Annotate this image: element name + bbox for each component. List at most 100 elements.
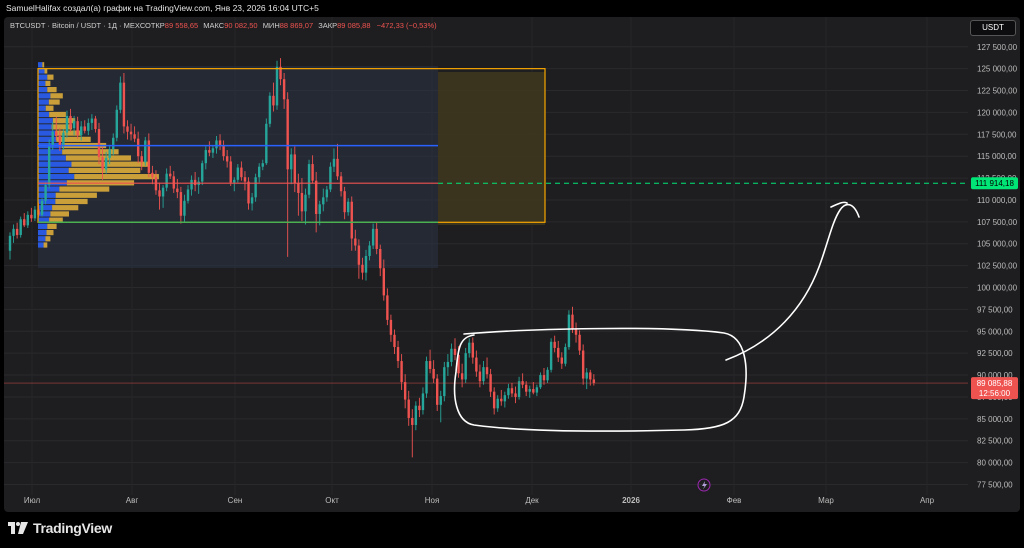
volume-profile-bar-up	[38, 205, 53, 211]
y-tick-label: 92 500,00	[977, 349, 1013, 358]
candle-body	[55, 131, 58, 137]
range-ellipse-drawing	[453, 327, 747, 432]
volume-profile-bar-down	[47, 223, 57, 229]
candle-body	[136, 138, 140, 157]
candle-body	[279, 66, 282, 80]
candle-body	[72, 121, 76, 129]
y-tick-label: 77 500,00	[977, 480, 1013, 489]
candle-body	[503, 395, 507, 402]
candle-body	[133, 134, 136, 139]
volume-profile-bar-down	[62, 149, 119, 155]
candle-body	[204, 150, 207, 164]
candle-body	[176, 188, 179, 193]
currency-button[interactable]: USDT	[970, 20, 1016, 36]
volume-profile-bar-down	[49, 217, 63, 223]
volume-profile-bar-down	[42, 62, 45, 68]
candle-body	[528, 389, 531, 392]
symbol-text: BTCUSDT · Bitcoin / USDT · 1Д · MEXC	[10, 21, 146, 30]
volume-profile-bar-down	[47, 87, 57, 93]
candle-body	[236, 167, 240, 180]
user-drawings	[453, 201, 860, 432]
volume-profile-bar-up	[38, 223, 48, 229]
candle-body	[436, 378, 439, 405]
candle-body	[122, 82, 126, 127]
candle-body	[393, 334, 396, 348]
candle-body	[229, 161, 232, 183]
y-tick-label: 105 000,00	[977, 240, 1018, 249]
candle-body	[243, 177, 247, 182]
candle-body	[179, 192, 183, 216]
candle-body	[347, 201, 350, 213]
candle-body	[322, 197, 325, 205]
candle-body	[439, 396, 442, 405]
volume-profile-bar-up	[38, 118, 53, 124]
candle-body	[432, 368, 435, 379]
candle-body	[389, 319, 393, 335]
candle-body	[510, 388, 514, 394]
candle-body	[364, 255, 368, 273]
y-tick-label: 110 000,00	[977, 196, 1017, 205]
tradingview-logo[interactable]: TradingView	[8, 520, 112, 536]
volume-profile-bar-up	[38, 124, 52, 130]
alert-icon[interactable]	[697, 478, 711, 492]
candle-body	[468, 342, 471, 354]
volume-profile-bar-down	[44, 68, 48, 74]
candle-body	[443, 367, 446, 397]
candle-body	[268, 95, 272, 124]
candle-body	[496, 398, 499, 409]
candle-body	[371, 228, 375, 246]
y-tick-label: 122 500,00	[977, 87, 1018, 96]
candle-body	[578, 334, 581, 351]
breakout-arrow-drawing	[725, 201, 860, 361]
chart-area[interactable]: 127 500,00 125 000,00 122 500,00 120 000,00…	[4, 17, 1020, 512]
y-tick-label: 80 000,00	[977, 459, 1013, 468]
candle-body	[482, 367, 485, 382]
candle-body	[485, 367, 489, 375]
price-chart[interactable]: 127 500,00 125 000,00 122 500,00 120 000,00…	[4, 17, 1020, 512]
candle-body	[507, 388, 510, 396]
candle-body	[101, 157, 104, 170]
candle-body	[286, 99, 289, 170]
candle-body	[40, 200, 44, 215]
candle-body	[240, 167, 243, 178]
candle-body	[297, 183, 300, 193]
volume-profile-bar-up	[38, 242, 44, 248]
volume-profile-bar-down	[51, 124, 73, 130]
candle-body	[332, 158, 336, 167]
volume-profile-bar-up	[38, 99, 49, 105]
candle-body	[350, 201, 353, 239]
candle-body	[62, 132, 65, 147]
candle-body	[457, 354, 460, 374]
y-tick-label: 107 500,00	[977, 218, 1018, 227]
volume-profile-bar-down	[56, 136, 91, 142]
candle-body	[265, 123, 268, 164]
candle-body	[525, 384, 528, 392]
volume-profile-bar-down	[65, 155, 131, 161]
volume-profile-bar-down	[68, 167, 141, 174]
candle-body	[158, 190, 161, 197]
candle-body	[222, 145, 225, 157]
candle-body	[343, 191, 346, 213]
candle-body	[83, 126, 86, 131]
volume-profile-bar-down	[52, 205, 79, 211]
candle-body	[500, 398, 503, 402]
volume-profile-bar-up	[38, 211, 51, 217]
volume-profile-bar-up	[38, 87, 48, 93]
target-price-label: 111 914,18	[975, 179, 1014, 188]
candle-body	[254, 177, 257, 198]
volume-profile-bar-down	[43, 242, 48, 248]
candle-body	[293, 154, 296, 184]
volume-profile-bar-down	[45, 105, 54, 111]
candle-body	[151, 172, 154, 178]
candle-body	[396, 347, 400, 362]
candle-body	[300, 192, 304, 212]
volume-profile-bar-down	[48, 99, 60, 105]
candle-body	[464, 353, 467, 380]
candle-body	[475, 357, 478, 372]
candle-body	[47, 146, 51, 186]
candle-body	[532, 389, 535, 393]
candle-body	[165, 173, 168, 188]
candle-body	[382, 268, 385, 296]
candle-body	[592, 379, 596, 383]
candle-body	[557, 347, 560, 358]
